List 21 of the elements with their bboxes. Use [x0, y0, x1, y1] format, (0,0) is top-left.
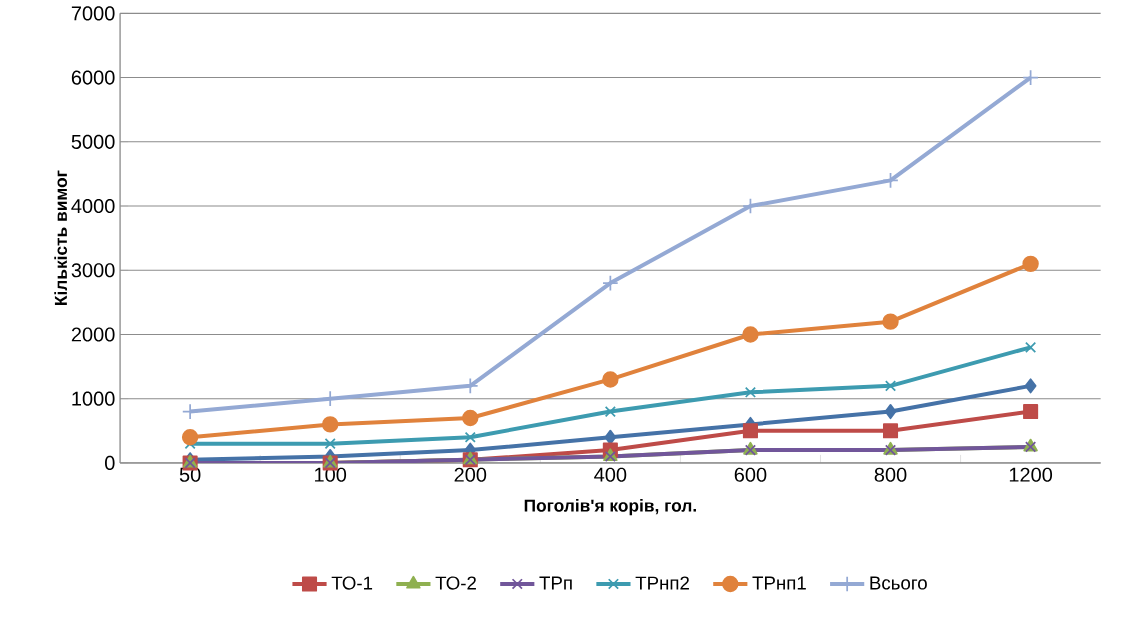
legend-label: ТО-1 — [331, 576, 373, 590]
y-tick-label: 4000 — [71, 198, 115, 214]
y-tick-label: 3000 — [71, 263, 115, 278]
legend-label: Всього — [870, 576, 927, 590]
y-tick-label: 7000 — [71, 6, 115, 21]
legend-label: ТРп — [539, 576, 572, 590]
x-axis-title: Поголів'я корів, гол. — [524, 498, 696, 516]
x-tick-label: 800 — [874, 467, 907, 482]
y-tick-label: 1000 — [72, 391, 115, 406]
y-tick-label: 2000 — [71, 327, 115, 342]
x-tick-label: 600 — [734, 467, 767, 482]
legend-label: ТРнп2 — [635, 576, 689, 590]
x-tick-label: 200 — [454, 467, 487, 482]
x-tick-label: 1200 — [1009, 467, 1053, 482]
y-axis-title: Кількість вимог — [54, 170, 68, 305]
x-tick-label: 400 — [594, 467, 627, 482]
y-tick-label: 6000 — [71, 70, 115, 85]
y-tick-label: 0 — [105, 455, 115, 470]
legend-label: ТРнп1 — [752, 576, 806, 590]
y-tick-label: 5000 — [71, 134, 115, 149]
legend-label: ТО-2 — [435, 576, 476, 590]
